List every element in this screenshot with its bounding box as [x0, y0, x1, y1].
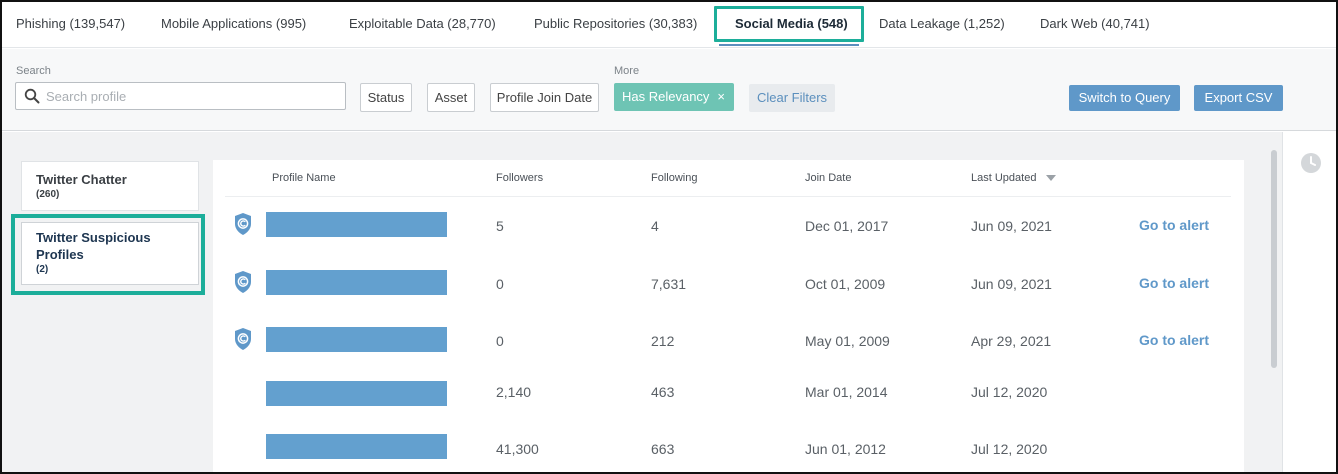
- shield-copyright-icon: [235, 328, 251, 350]
- tab-mobile-applications[interactable]: Mobile Applications (995): [161, 16, 307, 31]
- following-cell: 463: [651, 384, 675, 400]
- column-header-label: Last Updated: [971, 172, 1037, 184]
- join-date-cell: Dec 01, 2017: [805, 218, 889, 234]
- table-row[interactable]: 0 7,631 Oct 01, 2009 Jun 09, 2021 Go to …: [213, 270, 1244, 300]
- profile-name-redacted[interactable]: [266, 212, 447, 237]
- search-label: Search: [16, 65, 51, 77]
- tab-social-media[interactable]: Social Media (548): [735, 16, 848, 31]
- join-date-cell: Oct 01, 2009: [805, 276, 886, 292]
- following-cell: 663: [651, 441, 675, 457]
- export-csv-button[interactable]: Export CSV: [1194, 85, 1283, 111]
- last-updated-cell: Jun 09, 2021: [971, 276, 1052, 292]
- switch-to-query-button[interactable]: Switch to Query: [1069, 85, 1180, 111]
- category-tabs: Phishing (139,547) Mobile Applications (…: [2, 2, 1336, 48]
- last-updated-cell: Jul 12, 2020: [971, 384, 1048, 400]
- tab-exploitable-data[interactable]: Exploitable Data (28,770): [349, 16, 496, 31]
- has-relevancy-chip[interactable]: Has Relevancy ×: [614, 83, 734, 111]
- table-row[interactable]: 0 212 May 01, 2009 Apr 29, 2021 Go to al…: [213, 327, 1244, 357]
- shield-copyright-icon: [235, 213, 251, 235]
- sidebar-item-twitter-chatter[interactable]: Twitter Chatter (260): [21, 161, 199, 211]
- active-tab-underline: [719, 44, 859, 46]
- profile-name-redacted[interactable]: [266, 327, 447, 352]
- shield-copyright-icon: [235, 271, 251, 293]
- profile-name-redacted[interactable]: [266, 434, 447, 459]
- column-header-following[interactable]: Following: [651, 172, 698, 184]
- followers-cell: 0: [496, 276, 504, 292]
- tab-highlight-box: [714, 6, 864, 42]
- sidebar-item-count: (2): [36, 264, 49, 275]
- last-updated-cell: Jun 09, 2021: [971, 218, 1052, 234]
- search-icon: [24, 88, 40, 104]
- last-updated-cell: Apr 29, 2021: [971, 333, 1052, 349]
- table-row[interactable]: 5 4 Dec 01, 2017 Jun 09, 2021 Go to aler…: [213, 212, 1244, 242]
- last-updated-cell: Jul 12, 2020: [971, 441, 1048, 457]
- column-header-followers[interactable]: Followers: [496, 172, 544, 184]
- more-label: More: [614, 65, 640, 77]
- clock-icon[interactable]: [1300, 152, 1322, 174]
- asset-filter-button[interactable]: Asset: [427, 83, 475, 112]
- sidebar-item-title: Twitter Suspicious Profiles: [36, 230, 151, 262]
- sidebar-item-title: Twitter Chatter: [36, 172, 127, 187]
- followers-cell: 5: [496, 218, 504, 234]
- status-filter-button[interactable]: Status: [360, 83, 412, 112]
- tab-public-repositories[interactable]: Public Repositories (30,383): [534, 16, 698, 31]
- vertical-scrollbar[interactable]: [1271, 150, 1277, 368]
- profiles-table: Profile Name Followers Following Join Da…: [213, 160, 1244, 472]
- sidebar-item-twitter-suspicious-profiles[interactable]: Twitter Suspicious Profiles (2): [21, 222, 199, 285]
- sidebar-highlight-box: [11, 214, 205, 295]
- table-row[interactable]: 2,140 463 Mar 01, 2014 Jul 12, 2020: [213, 381, 1244, 411]
- content-area: Twitter Chatter (260) Twitter Suspicious…: [2, 132, 1336, 472]
- join-date-cell: Jun 01, 2012: [805, 441, 886, 457]
- remove-chip-icon[interactable]: ×: [717, 89, 725, 104]
- clear-filters-button[interactable]: Clear Filters: [749, 84, 835, 112]
- column-header-profile-name[interactable]: Profile Name: [272, 172, 336, 184]
- column-header-join-date[interactable]: Join Date: [805, 172, 852, 184]
- has-relevancy-label: Has Relevancy: [622, 89, 710, 104]
- following-cell: 7,631: [651, 276, 687, 292]
- search-input[interactable]: [46, 86, 336, 106]
- tab-dark-web[interactable]: Dark Web (40,741): [1040, 16, 1150, 31]
- followers-cell: 41,300: [496, 441, 539, 457]
- filter-bar: Search Status Asset Profile Join Date Mo…: [2, 49, 1336, 131]
- profile-join-date-filter-button[interactable]: Profile Join Date: [490, 83, 599, 112]
- sidebar-item-count: (260): [36, 189, 60, 200]
- column-header-last-updated[interactable]: Last Updated: [971, 172, 1056, 184]
- join-date-cell: Mar 01, 2014: [805, 384, 888, 400]
- profile-name-redacted[interactable]: [266, 381, 447, 406]
- go-to-alert-link[interactable]: Go to alert: [1139, 332, 1210, 348]
- right-rail: [1282, 132, 1336, 472]
- following-cell: 212: [651, 333, 675, 349]
- header-divider: [225, 196, 1231, 197]
- join-date-cell: May 01, 2009: [805, 333, 890, 349]
- tab-phishing[interactable]: Phishing (139,547): [16, 16, 126, 31]
- profile-name-redacted[interactable]: [266, 270, 447, 295]
- followers-cell: 0: [496, 333, 504, 349]
- tab-data-leakage[interactable]: Data Leakage (1,252): [879, 16, 1005, 31]
- go-to-alert-link[interactable]: Go to alert: [1139, 275, 1210, 291]
- go-to-alert-link[interactable]: Go to alert: [1139, 217, 1210, 233]
- followers-cell: 2,140: [496, 384, 532, 400]
- following-cell: 4: [651, 218, 659, 234]
- caret-down-icon: [1045, 175, 1056, 182]
- table-row[interactable]: 41,300 663 Jun 01, 2012 Jul 12, 2020: [213, 434, 1244, 464]
- search-box[interactable]: [15, 82, 346, 110]
